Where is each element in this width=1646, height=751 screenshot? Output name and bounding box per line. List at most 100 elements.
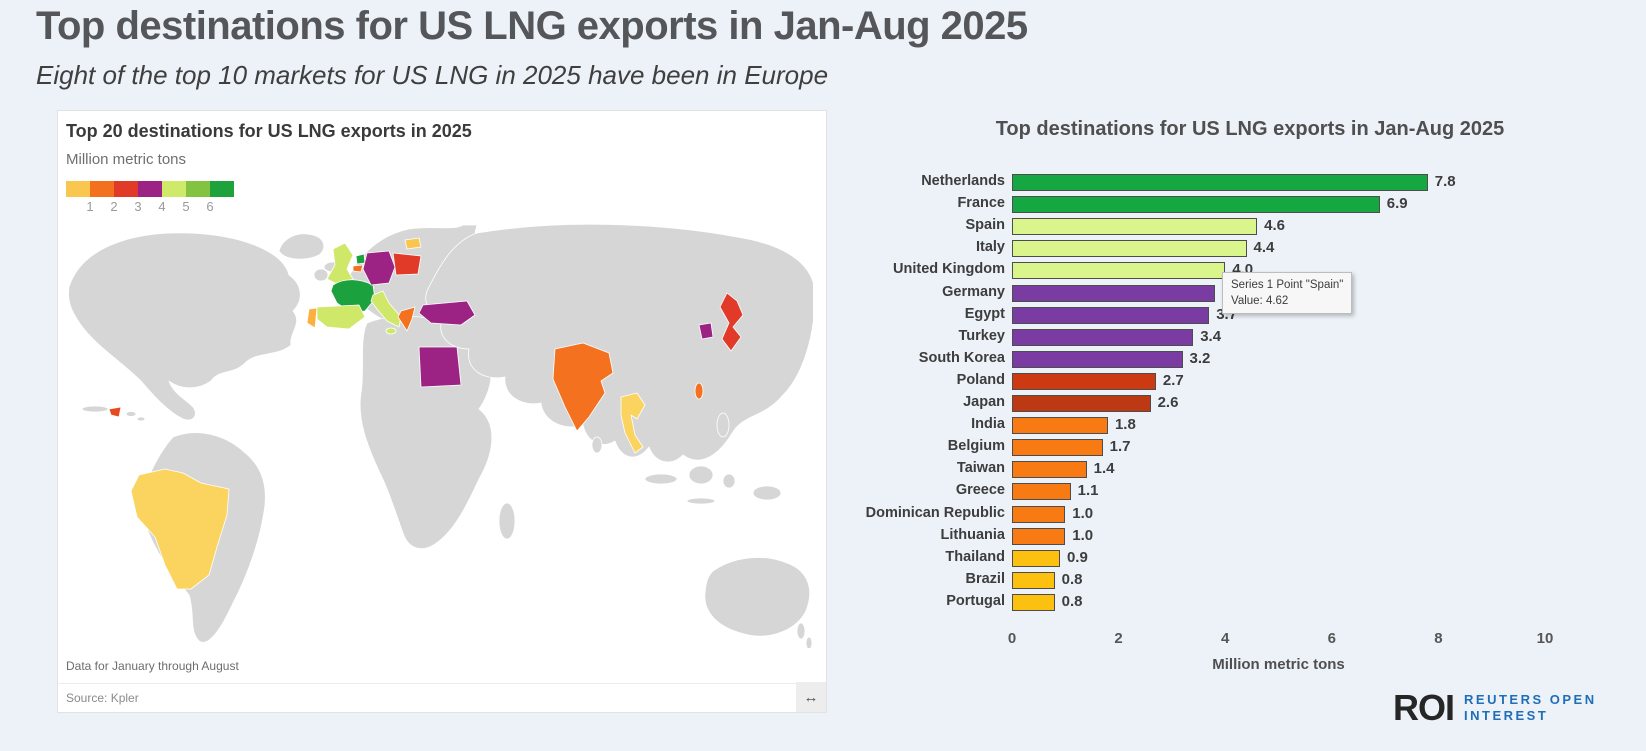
map-country-thailand[interactable] <box>620 392 646 454</box>
bar[interactable] <box>1012 306 1210 324</box>
brand-line1: REUTERS OPEN <box>1464 692 1597 707</box>
world-map <box>68 223 813 648</box>
map-continent-north-america <box>68 232 301 421</box>
map-island-philippines <box>716 412 730 438</box>
bar-category-label: Italy <box>975 239 1005 256</box>
map-country-turkey[interactable] <box>418 300 476 326</box>
bar-chart: Top destinations for US LNG exports in J… <box>865 118 1635 708</box>
map-source: Source: Kpler <box>66 691 139 705</box>
map-country-india[interactable] <box>552 342 614 432</box>
bar-category-label: Greece <box>955 482 1005 499</box>
map-country-south-korea[interactable] <box>698 322 714 340</box>
map-island-caribbean <box>125 411 137 417</box>
bar-category-label: Dominican Republic <box>865 504 1005 521</box>
bar-category-label: United Kingdom <box>893 261 1005 278</box>
bar[interactable] <box>1012 372 1156 390</box>
bar[interactable] <box>1012 417 1108 435</box>
bar-category-label: Brazil <box>965 570 1006 587</box>
map-island-sulawesi <box>722 473 736 489</box>
map-country-uk[interactable] <box>326 242 354 286</box>
tooltip-line1: Series 1 Point "Spain" <box>1231 279 1344 291</box>
bar[interactable] <box>1012 262 1226 280</box>
x-axis-tick: 8 <box>1434 630 1443 647</box>
map-country-greece[interactable] <box>397 306 416 332</box>
legend-number: 6 <box>206 199 214 214</box>
map-country-taiwan[interactable] <box>694 382 704 400</box>
bar-value-label: 6.9 <box>1386 195 1408 213</box>
map-island-caribbean <box>136 416 146 422</box>
map-island-sri-lanka <box>591 436 603 454</box>
brand-line2: INTEREST <box>1464 708 1549 723</box>
bar-value-label: 0.8 <box>1061 570 1083 588</box>
map-country-germany[interactable] <box>362 250 396 286</box>
bar-category-label: France <box>957 195 1005 212</box>
legend-swatch <box>186 181 210 197</box>
bar[interactable] <box>1012 395 1151 412</box>
map-country-brazil[interactable] <box>130 468 230 590</box>
bar[interactable] <box>1012 196 1380 214</box>
bar[interactable] <box>1012 593 1055 611</box>
bar[interactable] <box>1012 549 1060 567</box>
bar[interactable] <box>1012 328 1194 346</box>
bar-category-label: Japan <box>963 394 1005 410</box>
bar-value-label: 1.8 <box>1114 416 1136 434</box>
bar[interactable] <box>1012 527 1066 545</box>
bar-rows: Netherlands 7.8 France 6.9 Spain 4.6 Italy 4.4 U… <box>865 118 1635 708</box>
bar-value-label: 4.6 <box>1264 217 1286 235</box>
map-divider <box>58 683 826 684</box>
x-axis-label: Million metric tons <box>1212 656 1345 673</box>
bar[interactable] <box>1012 461 1087 479</box>
map-country-italy[interactable] <box>370 290 402 328</box>
bar-value-label: 1.0 <box>1072 526 1094 544</box>
map-units-label: Million metric tons <box>66 151 187 168</box>
map-island-new-guinea <box>752 485 782 501</box>
bar-value-label: 2.7 <box>1162 371 1184 389</box>
roi-logo: ROI <box>1393 687 1455 728</box>
legend-number: 4 <box>158 199 166 214</box>
map-country-italy-sicily[interactable] <box>385 327 397 335</box>
resize-handle-icon[interactable]: ↔ <box>796 682 826 712</box>
map-legend: 1 2 3 4 5 6 <box>66 181 326 217</box>
map-country-poland[interactable] <box>392 252 422 276</box>
bar-value-label: 0.9 <box>1066 548 1088 566</box>
map-country-japan[interactable] <box>719 292 744 352</box>
bar[interactable] <box>1012 571 1055 589</box>
legend-swatch <box>90 181 114 197</box>
map-country-spain[interactable] <box>316 304 366 330</box>
bar[interactable] <box>1012 350 1183 368</box>
x-axis-tick: 2 <box>1114 630 1123 647</box>
bar-value-label: 1.0 <box>1072 504 1094 522</box>
bar-category-label: Portugal <box>946 592 1005 609</box>
map-country-belgium[interactable] <box>352 264 364 273</box>
bar[interactable] <box>1012 218 1258 236</box>
map-island-madagascar <box>498 502 516 540</box>
bar[interactable] <box>1012 284 1215 302</box>
chart-tooltip: Series 1 Point "Spain" Value: 4.62 <box>1222 272 1353 314</box>
bar[interactable] <box>1012 439 1103 457</box>
map-title: Top 20 destinations for US LNG exports i… <box>66 121 472 141</box>
map-island-java <box>686 497 716 505</box>
bar[interactable] <box>1012 505 1066 523</box>
bar-category-label: Thailand <box>945 548 1005 565</box>
x-axis-tick: 4 <box>1221 630 1230 647</box>
map-country-portugal[interactable] <box>306 307 318 329</box>
bar-value-label: 7.8 <box>1434 173 1456 190</box>
map-continent-australia <box>704 557 811 637</box>
bar[interactable] <box>1012 174 1428 191</box>
page-title: Top destinations for US LNG exports in J… <box>36 4 1028 48</box>
map-country-lithuania[interactable] <box>404 237 422 250</box>
bar-value-label: 1.4 <box>1093 460 1115 478</box>
bar-value-label: 2.6 <box>1157 394 1179 411</box>
bar-category-label: Spain <box>965 217 1005 234</box>
map-island-new-zealand <box>805 636 813 648</box>
legend-swatches <box>66 181 234 197</box>
bar[interactable] <box>1012 483 1071 501</box>
bar-category-label: Poland <box>956 371 1005 388</box>
map-country-dominican-republic[interactable] <box>108 406 122 418</box>
bar-value-label: 1.1 <box>1077 482 1099 500</box>
bar-category-label: Turkey <box>958 327 1005 344</box>
map-country-netherlands[interactable] <box>355 253 366 265</box>
bar-category-label: India <box>971 416 1005 433</box>
bar[interactable] <box>1012 240 1247 258</box>
map-country-egypt[interactable] <box>418 346 462 388</box>
